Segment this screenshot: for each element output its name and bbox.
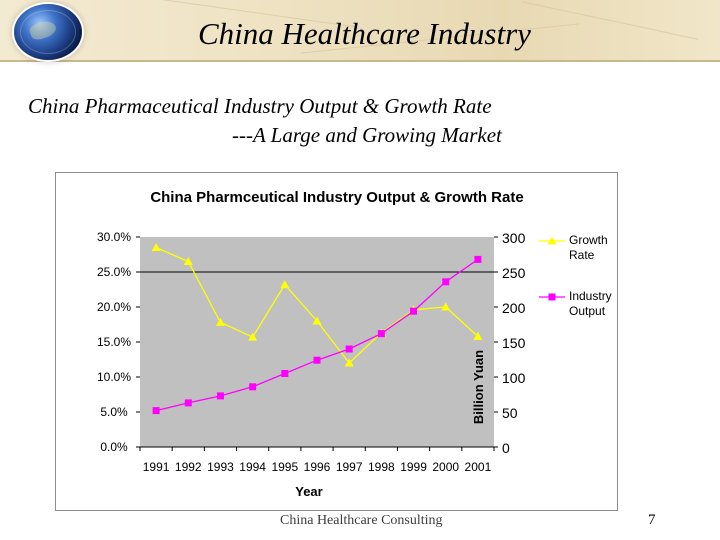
data-point <box>410 307 418 315</box>
legend-marker <box>548 293 556 301</box>
right-tick-label: 250 <box>502 265 526 281</box>
x-tick-label: 2001 <box>465 460 492 474</box>
page-number: 7 <box>648 512 656 528</box>
data-point <box>183 257 193 265</box>
x-axis-ticks: 1991 1992 1993 1994 1995 1996 1997 1998 1999 2000… <box>139 446 495 474</box>
x-tick-label: 1991 <box>143 460 170 474</box>
header-banner: China Healthcare Industry <box>0 0 720 62</box>
x-tick-label: 1992 <box>175 460 202 474</box>
x-tick-label: 1998 <box>368 460 395 474</box>
data-point <box>474 255 482 263</box>
right-tick-label: 200 <box>502 300 526 316</box>
data-point <box>151 243 161 251</box>
right-tick-label: 0 <box>502 440 510 456</box>
chart-container: China Pharmceutical Industry Output & Gr… <box>55 172 618 511</box>
right-tick-label: 100 <box>502 370 526 386</box>
data-point <box>280 280 290 289</box>
data-point <box>184 399 192 407</box>
right-axis-ticks: 300 250 200 150 100 50 0 <box>494 230 526 456</box>
right-axis-label: Billion Yuan <box>471 350 486 424</box>
data-point <box>312 316 322 325</box>
data-point <box>281 370 289 377</box>
data-point <box>313 356 321 364</box>
plot-area <box>140 237 494 447</box>
x-tick-label: 1999 <box>400 460 427 474</box>
slide-subtitle: China Pharmaceutical Industry Output & G… <box>28 94 492 118</box>
legend-label: Rate <box>569 248 595 262</box>
data-point <box>152 407 160 415</box>
x-tick-label: 2000 <box>432 460 459 474</box>
legend-label: Output <box>569 304 606 318</box>
left-tick-label: 10.0% <box>97 370 131 384</box>
data-point <box>442 278 450 286</box>
left-tick-label: 5.0% <box>100 405 128 419</box>
left-tick-label: 0.0% <box>100 440 128 454</box>
x-tick-label: 1993 <box>207 460 234 474</box>
globe-icon <box>14 4 82 60</box>
map-line-decoration <box>521 1 699 40</box>
chart-title: China Pharmceutical Industry Output & Gr… <box>150 189 523 206</box>
left-tick-label: 30.0% <box>97 230 131 244</box>
left-axis-ticks: 30.0% 25.0% 20.0% 15.0% 10.0% 5.0% 0.0% <box>97 230 140 454</box>
left-tick-label: 20.0% <box>97 300 131 314</box>
left-tick-label: 15.0% <box>97 335 131 349</box>
chart-svg: China Pharmceutical Industry Output & Gr… <box>97 189 612 499</box>
data-point <box>473 331 483 340</box>
data-point <box>441 302 451 311</box>
data-point <box>344 358 354 367</box>
left-tick-label: 25.0% <box>97 265 131 279</box>
data-point <box>377 330 385 338</box>
legend-label: Growth <box>569 233 608 247</box>
right-tick-label: 150 <box>502 335 526 351</box>
data-point <box>215 317 225 326</box>
page-title: China Healthcare Industry <box>198 16 531 51</box>
data-point <box>249 383 257 391</box>
right-tick-label: 50 <box>502 405 518 421</box>
x-axis-label: Year <box>295 484 322 499</box>
legend-label: Industry <box>569 289 612 303</box>
data-point <box>345 345 353 353</box>
x-tick-label: 1994 <box>239 460 266 474</box>
x-tick-label: 1997 <box>336 460 363 474</box>
right-tick-label: 300 <box>502 230 526 246</box>
legend-marker <box>547 236 557 245</box>
series-layer <box>151 243 483 415</box>
data-point <box>216 392 224 400</box>
data-point <box>248 332 258 341</box>
footer-text: China Healthcare Consulting <box>280 513 443 528</box>
x-tick-label: 1996 <box>304 460 331 474</box>
slide-subtitle-tagline: ---A Large and Growing Market <box>232 123 502 147</box>
x-tick-label: 1995 <box>271 460 298 474</box>
